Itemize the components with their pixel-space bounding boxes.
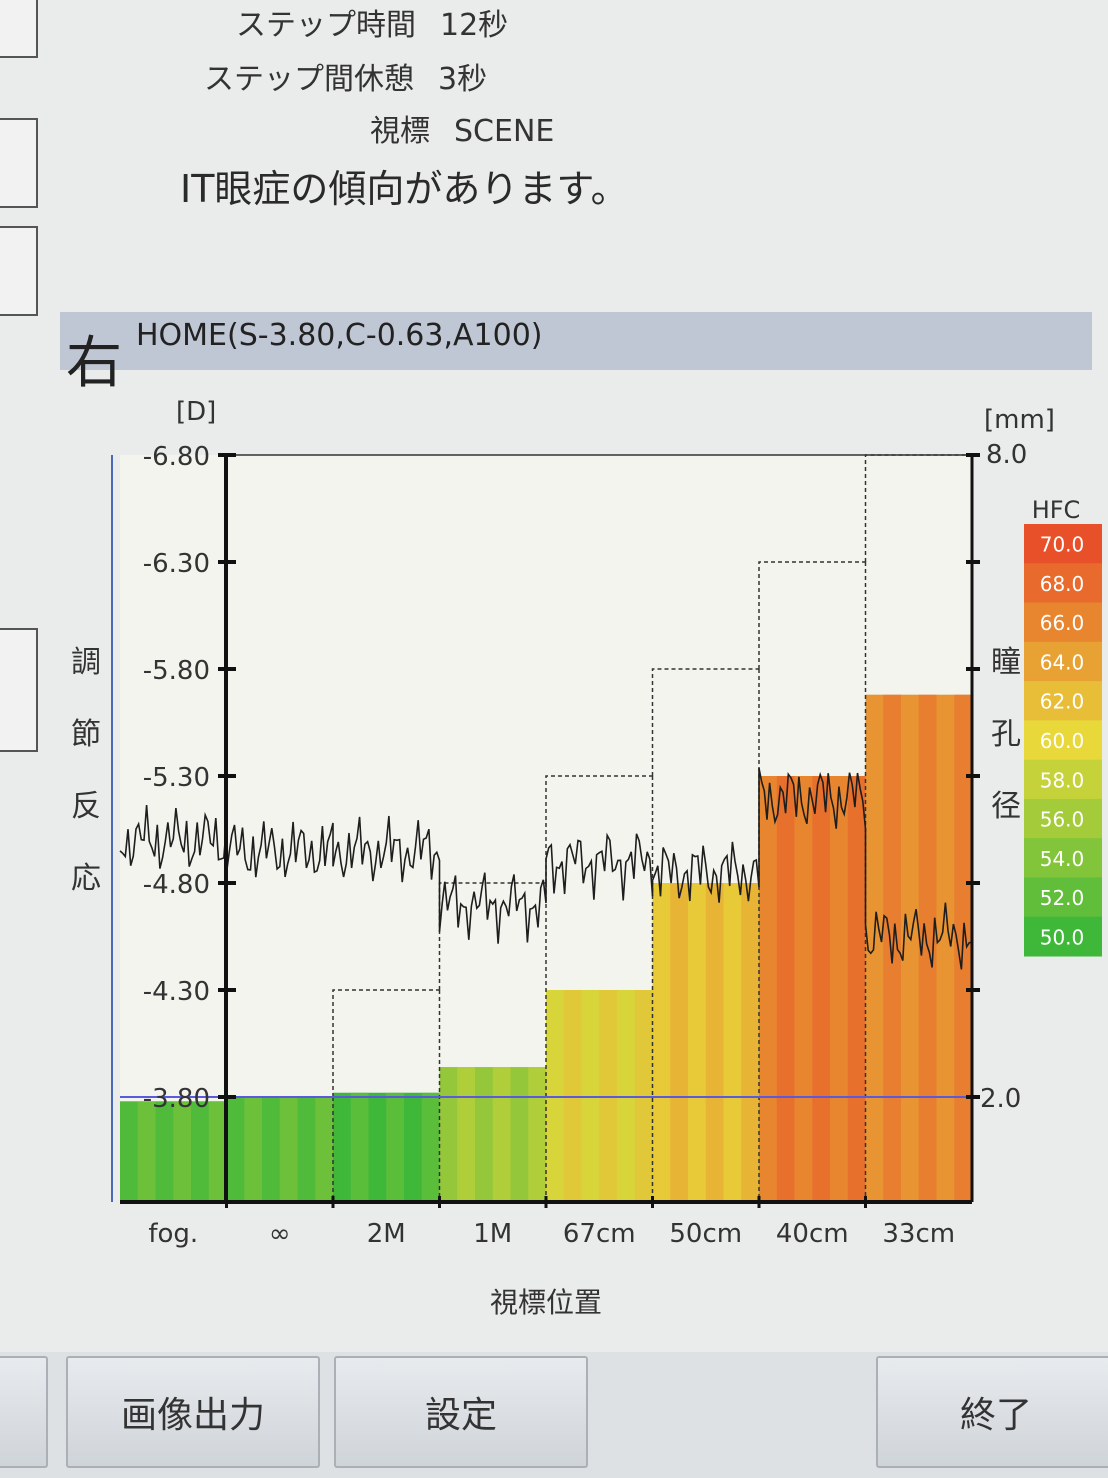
left-tick-label: -3.80 [143, 1084, 210, 1114]
x-category-label: ∞ [269, 1219, 291, 1249]
x-axis-title: 視標位置 [490, 1286, 602, 1319]
left-tick-label: -5.30 [143, 763, 210, 793]
left-tick-label: -6.80 [143, 442, 210, 472]
hfc-legend-label: 66.0 [1040, 611, 1085, 635]
left-tick-label: -4.80 [143, 870, 210, 900]
hfc-bar-stripe [137, 1101, 156, 1202]
left-axis-title-char: 応 [71, 861, 101, 896]
target-row: 視標 SCENE [370, 106, 554, 150]
target-value: SCENE [454, 114, 555, 149]
right-axis-unit: [mm] [984, 405, 1055, 435]
hfc-bar-stripe [812, 776, 830, 1202]
hfc-legend-swatch [1024, 681, 1102, 721]
x-category-label: 40cm [776, 1219, 849, 1249]
x-category-label: 50cm [669, 1219, 742, 1249]
hfc-legend-label: 50.0 [1040, 925, 1085, 949]
left-axis-title-char: 調 [71, 645, 101, 680]
hfc-bar-stripe [244, 1097, 262, 1202]
right-axis-title-char: 孔 [991, 717, 1021, 752]
left-tick-label: -6.30 [143, 549, 210, 579]
hfc-bar-stripe [208, 1101, 227, 1202]
hfc-legend-label: 64.0 [1040, 650, 1085, 674]
hfc-bar-stripe [350, 1092, 369, 1202]
warning-message: IT眼症の傾向があります。 [180, 167, 629, 211]
hfc-bar-stripe [315, 1097, 333, 1202]
step-time-value: 12秒 [440, 8, 509, 43]
hfc-legend-swatch [1024, 877, 1102, 918]
hfc-legend-swatch [1024, 759, 1102, 800]
hfc-legend-label: 68.0 [1040, 572, 1085, 596]
left-axis-unit: [D] [176, 397, 216, 427]
hfc-legend-swatch [1024, 916, 1102, 957]
hfc-legend-label: 60.0 [1040, 729, 1085, 753]
eye-label: 右 [66, 331, 122, 396]
step-rest-value: 3秒 [438, 62, 488, 97]
hfc-bar-stripe [386, 1092, 404, 1202]
hfc-legend-label: 58.0 [1040, 768, 1085, 792]
hfc-legend-swatch [1024, 838, 1102, 878]
hfc-bar-stripe [847, 776, 866, 1202]
hfc-legend-label: 62.0 [1040, 690, 1085, 714]
settings-button[interactable]: 設定 [334, 1356, 588, 1468]
end-button[interactable]: 終了 [876, 1356, 1108, 1468]
hfc-legend-label: 56.0 [1040, 808, 1085, 832]
hfc-legend-label: 54.0 [1040, 847, 1085, 871]
hfc-bar-stripe [279, 1097, 298, 1202]
right-axis-title-char: 瞳 [991, 645, 1021, 680]
left-tick-label: -5.80 [143, 656, 210, 686]
right-tick-label: 8.0 [986, 440, 1027, 470]
hfc-legend-swatch [1024, 720, 1102, 761]
export-image-button[interactable]: 画像出力 [66, 1356, 320, 1468]
hfc-bar-stripe [741, 883, 759, 1202]
hfc-legend-swatch [1024, 563, 1102, 604]
hfc-bar-stripe [670, 883, 688, 1202]
left-axis-title-char: 反 [71, 789, 101, 824]
hfc-legend-swatch [1024, 602, 1102, 643]
x-category-label: 67cm [563, 1219, 636, 1249]
hfc-bar-stripe [421, 1092, 440, 1202]
step-rest-row: ステップ間休憩 3秒 [204, 54, 487, 98]
x-category-label: 33cm [882, 1219, 955, 1249]
hfc-bar-stripe [528, 1067, 546, 1202]
accommodation-response-line [119, 767, 973, 970]
hfc-legend-swatch [1024, 798, 1102, 839]
hfc-bar-stripe [457, 1067, 475, 1202]
left-tick-label: -4.30 [143, 977, 210, 1007]
step-rest-label: ステップ間休憩 [204, 62, 414, 97]
hfc-bar-stripe [492, 1067, 511, 1202]
right-axis-title-char: 径 [991, 789, 1021, 824]
hfc-bar-stripe [173, 1101, 191, 1202]
hfc-legend-title: HFC [1032, 496, 1081, 524]
x-category-label: 1M [473, 1219, 512, 1249]
x-category-label: fog. [148, 1219, 198, 1249]
hfc-legend-swatch [1024, 641, 1102, 682]
hfc-bar-stripe [705, 883, 724, 1202]
left-partial-button[interactable] [0, 1356, 48, 1468]
accommodation-chart: -6.80 -6.30 -5.80 -5.30 -4.80 -4.30 -3.80 8.0 2.… [71, 397, 1102, 1319]
right-tick-label: 2.0 [980, 1084, 1021, 1114]
target-label: 視標 [370, 114, 430, 149]
home-refraction-label: HOME(S-3.80,C-0.63,A100) [136, 318, 543, 353]
hfc-bar-stripe [883, 694, 901, 1202]
step-time-row: ステップ時間 12秒 [236, 0, 508, 44]
hfc-legend-label: 70.0 [1040, 533, 1085, 557]
step-time-label: ステップ時間 [236, 8, 416, 43]
x-category-label: 2M [367, 1219, 406, 1249]
left-axis-title-char: 節 [71, 717, 101, 752]
hfc-legend-swatch [1024, 524, 1102, 564]
hfc-bar-stripe [776, 776, 795, 1202]
hfc-legend-label: 52.0 [1040, 886, 1085, 910]
eye-header-band [60, 312, 1092, 370]
